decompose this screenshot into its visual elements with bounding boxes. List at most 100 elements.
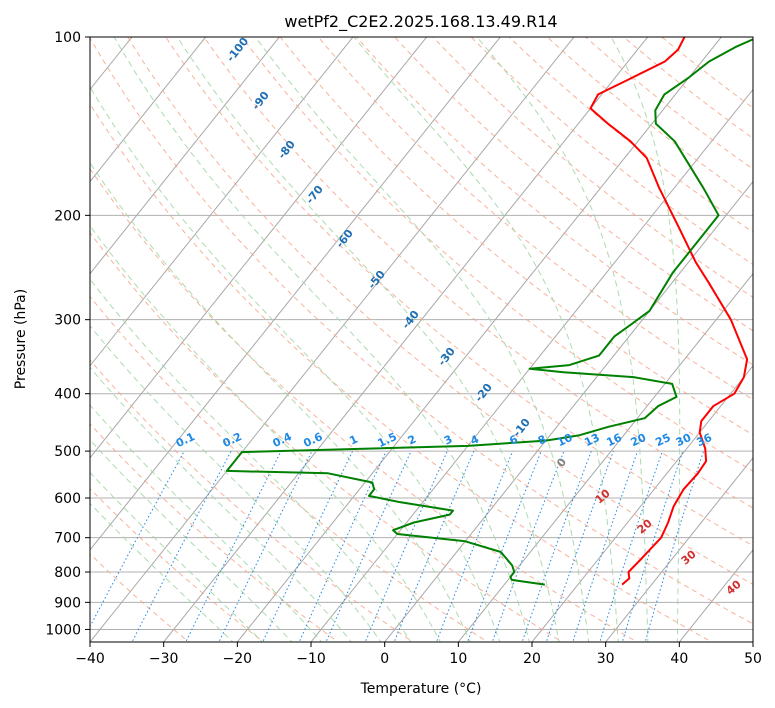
adiabat-label: 10 — [593, 486, 613, 506]
mixing-ratio-label: 2 — [406, 433, 418, 448]
isotherm-label: -100 — [224, 35, 252, 65]
isotherm-line — [90, 37, 354, 367]
moist-adiabat-line — [90, 439, 293, 642]
y-tick-label: 600 — [54, 491, 81, 507]
dry-adiabat-line — [546, 37, 753, 201]
mixing-ratio-label: 13 — [582, 431, 601, 449]
dry-adiabat-line — [165, 37, 753, 547]
mixing-ratio-label: 16 — [604, 431, 624, 449]
x-tick-label: 40 — [670, 651, 688, 667]
isotherm-line — [90, 37, 280, 275]
mixing-ratio-line — [644, 450, 705, 642]
mixing-ratio-line — [491, 450, 565, 642]
x-tick-label: −40 — [75, 651, 105, 667]
isotherm-line — [605, 457, 753, 642]
moist-adiabat-line — [90, 366, 352, 642]
dry-adiabat-line — [90, 295, 489, 642]
mixing-ratio-line — [435, 450, 514, 642]
mixing-ratio-line — [521, 450, 592, 642]
isotherm-line — [236, 37, 722, 642]
x-tick-label: −20 — [223, 651, 253, 667]
plot-frame — [89, 36, 754, 643]
isotherm-line — [384, 180, 753, 642]
moist-adiabat-line — [176, 37, 560, 642]
dry-adiabat-line — [90, 359, 414, 642]
isotherm-zero-label: 0 — [554, 455, 569, 469]
mixing-ratio-line — [131, 450, 232, 642]
mixing-ratio-line — [298, 450, 387, 642]
isotherm-line — [90, 37, 501, 551]
mixing-ratio-label: 36 — [695, 431, 715, 449]
dry-adiabat-line — [90, 103, 713, 642]
mixing-ratio-label: 20 — [629, 431, 649, 449]
dry-adiabat-line — [90, 37, 753, 625]
isotherm-label: -40 — [399, 308, 422, 332]
mixing-ratio-line — [393, 450, 475, 642]
dry-adiabat-line — [394, 37, 753, 332]
mixing-ratio-line — [621, 450, 684, 642]
moist-adiabat-line — [254, 37, 590, 642]
isotherm-line — [163, 37, 649, 642]
dry-adiabat-line — [203, 37, 753, 509]
dry-adiabat-line — [90, 231, 564, 642]
moist-adiabat-line — [90, 471, 264, 642]
isotherm-label: -60 — [333, 227, 356, 251]
isotherm-label: -20 — [472, 381, 495, 405]
isotherm-line — [0, 10, 6, 654]
temperature-trace — [589, 37, 749, 586]
moist-adiabat-line — [90, 404, 323, 642]
y-tick-label: 800 — [54, 565, 81, 581]
mixing-ratio-label: 0.2 — [221, 430, 244, 450]
mixing-ratio-line — [572, 450, 639, 642]
y-tick-label: 200 — [54, 208, 81, 224]
moist-adiabat-line — [476, 37, 649, 642]
adiabat-label: 30 — [679, 547, 699, 567]
y-tick-label: 500 — [54, 444, 81, 460]
dry-adiabat-line — [90, 553, 190, 642]
mixing-ratio-label: 3 — [442, 433, 454, 448]
chart-title: wetPf2_C2E2.2025.168.13.49.R14 — [284, 12, 557, 32]
x-tick-label: 30 — [597, 651, 615, 667]
y-tick-label: 1000 — [45, 622, 81, 638]
dewpoint-trace — [225, 38, 753, 586]
y-axis-title: Pressure (hPa) — [13, 289, 29, 389]
y-axis: 100 200 300 400 500 600 700 800 900 1000 — [45, 30, 90, 638]
moist-adiabat-line — [90, 224, 441, 642]
moist-adiabat-line — [610, 37, 681, 642]
isotherm-line — [90, 37, 428, 459]
isotherm-line — [90, 37, 207, 183]
adiabat-label: 40 — [724, 577, 744, 597]
dry-adiabat-line — [508, 37, 753, 233]
mixing-ratio-label: 0.6 — [301, 430, 324, 450]
isotherm-line — [90, 37, 575, 642]
isotherm-line — [752, 641, 753, 642]
mixing-ratio-label: 25 — [653, 431, 672, 449]
mixing-ratio-line — [90, 450, 185, 628]
isotherm-line — [0, 10, 80, 654]
x-axis-title: Temperature (°C) — [360, 681, 482, 697]
mixing-ratio-label: 30 — [674, 431, 694, 449]
moist-adiabat-line — [90, 161, 471, 642]
y-tick-label: 100 — [54, 30, 81, 46]
mixing-ratio-line — [262, 450, 353, 642]
x-tick-label: −30 — [149, 651, 179, 667]
mixing-ratio-label: 1 — [347, 433, 359, 448]
isotherm-label: -90 — [249, 89, 272, 113]
dry-adiabat-line — [90, 167, 639, 642]
dry-adiabat-line — [127, 37, 753, 586]
x-tick-label: 50 — [744, 651, 762, 667]
isotherm-line — [457, 272, 753, 642]
dry-adiabat-line — [661, 37, 753, 109]
moist-adiabat-line — [90, 325, 382, 642]
mixing-ratio-line — [599, 450, 663, 642]
moist-adiabat-line — [90, 85, 501, 642]
dry-adiabat-line — [279, 37, 753, 436]
y-tick-label: 900 — [54, 595, 81, 611]
mixing-ratio-label: 0.1 — [174, 430, 197, 450]
y-tick-label: 300 — [54, 313, 81, 329]
isotherm-line — [531, 364, 753, 642]
dry-adiabat-line — [241, 37, 753, 472]
mixing-ratio-line — [545, 450, 614, 642]
dry-adiabat-line — [355, 37, 753, 366]
